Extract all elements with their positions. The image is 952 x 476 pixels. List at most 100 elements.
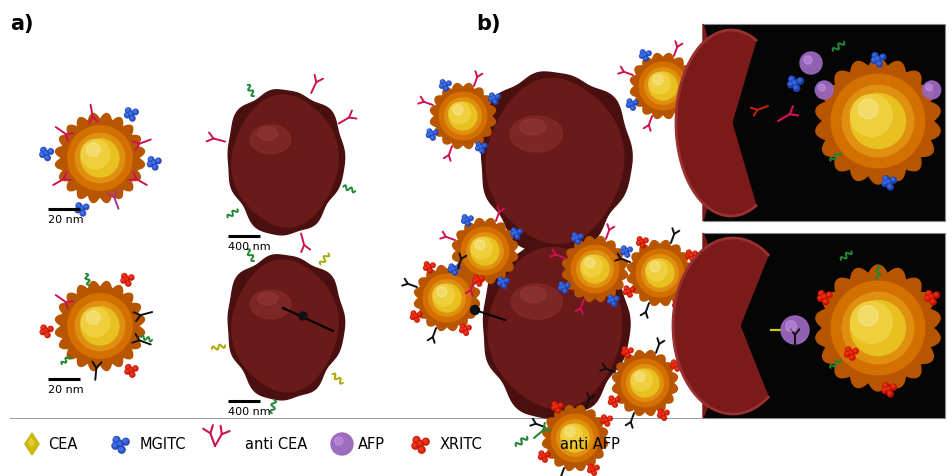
Circle shape	[122, 279, 124, 281]
Circle shape	[562, 285, 566, 290]
Circle shape	[476, 143, 481, 148]
Ellipse shape	[511, 284, 563, 319]
Circle shape	[80, 208, 82, 210]
Circle shape	[555, 405, 560, 409]
Circle shape	[132, 110, 138, 116]
Circle shape	[883, 384, 886, 387]
Circle shape	[474, 276, 476, 278]
Circle shape	[629, 102, 634, 107]
Circle shape	[878, 63, 880, 65]
Circle shape	[42, 149, 44, 151]
Circle shape	[466, 233, 504, 269]
Polygon shape	[627, 241, 692, 306]
Circle shape	[605, 418, 606, 421]
Circle shape	[625, 287, 629, 291]
Circle shape	[642, 245, 644, 247]
Circle shape	[892, 178, 894, 181]
Circle shape	[608, 296, 613, 300]
Circle shape	[80, 211, 86, 217]
Circle shape	[455, 266, 460, 270]
Circle shape	[644, 54, 645, 56]
Circle shape	[473, 280, 476, 282]
Polygon shape	[630, 54, 695, 119]
Circle shape	[612, 303, 615, 305]
Circle shape	[622, 351, 626, 356]
Circle shape	[452, 268, 454, 270]
Circle shape	[686, 255, 688, 257]
Circle shape	[626, 354, 628, 357]
Circle shape	[45, 333, 50, 338]
Circle shape	[609, 396, 614, 401]
Circle shape	[418, 446, 426, 453]
Circle shape	[628, 100, 630, 103]
Circle shape	[693, 252, 696, 255]
Circle shape	[613, 403, 617, 407]
Circle shape	[590, 467, 595, 472]
Polygon shape	[484, 241, 630, 418]
FancyBboxPatch shape	[703, 234, 945, 418]
Circle shape	[888, 186, 891, 188]
Circle shape	[631, 369, 659, 397]
Circle shape	[623, 352, 625, 354]
Circle shape	[441, 81, 444, 83]
Circle shape	[48, 149, 53, 155]
Circle shape	[127, 366, 129, 368]
Circle shape	[502, 281, 504, 283]
Circle shape	[113, 436, 120, 444]
Circle shape	[844, 352, 850, 357]
Circle shape	[635, 372, 645, 382]
Circle shape	[117, 442, 121, 445]
Circle shape	[129, 112, 131, 115]
Circle shape	[451, 267, 456, 272]
Circle shape	[113, 443, 116, 446]
Circle shape	[414, 437, 417, 441]
Circle shape	[891, 178, 897, 184]
Circle shape	[676, 367, 678, 369]
Circle shape	[564, 289, 565, 292]
Circle shape	[552, 407, 554, 408]
Circle shape	[686, 250, 691, 255]
Circle shape	[885, 387, 892, 392]
Circle shape	[449, 269, 451, 271]
Circle shape	[116, 441, 124, 447]
Circle shape	[641, 55, 643, 58]
Circle shape	[876, 58, 879, 60]
Circle shape	[449, 103, 477, 131]
Circle shape	[658, 413, 663, 418]
Circle shape	[126, 114, 128, 117]
Circle shape	[415, 318, 418, 321]
Circle shape	[149, 158, 151, 161]
Circle shape	[886, 387, 889, 390]
Circle shape	[673, 303, 677, 308]
Circle shape	[622, 359, 669, 407]
Circle shape	[888, 392, 891, 395]
Circle shape	[466, 223, 468, 225]
Circle shape	[934, 292, 940, 298]
Circle shape	[601, 419, 605, 424]
Circle shape	[125, 278, 128, 280]
Circle shape	[539, 451, 544, 456]
Circle shape	[125, 277, 129, 282]
Polygon shape	[488, 248, 622, 409]
Circle shape	[68, 294, 132, 358]
Circle shape	[631, 370, 652, 391]
Circle shape	[822, 295, 827, 300]
Circle shape	[626, 104, 631, 108]
Circle shape	[883, 383, 889, 389]
Circle shape	[450, 265, 452, 267]
Circle shape	[689, 254, 692, 256]
Circle shape	[488, 98, 493, 102]
Circle shape	[410, 315, 415, 320]
Circle shape	[926, 292, 929, 295]
Circle shape	[470, 306, 480, 315]
Circle shape	[446, 82, 451, 87]
Circle shape	[929, 295, 932, 298]
Circle shape	[426, 134, 431, 138]
Circle shape	[122, 438, 129, 445]
Circle shape	[798, 79, 801, 82]
Circle shape	[84, 206, 87, 208]
Text: a): a)	[10, 14, 33, 34]
Circle shape	[434, 131, 436, 134]
Circle shape	[676, 303, 679, 305]
Text: 20 nm: 20 nm	[48, 384, 84, 394]
